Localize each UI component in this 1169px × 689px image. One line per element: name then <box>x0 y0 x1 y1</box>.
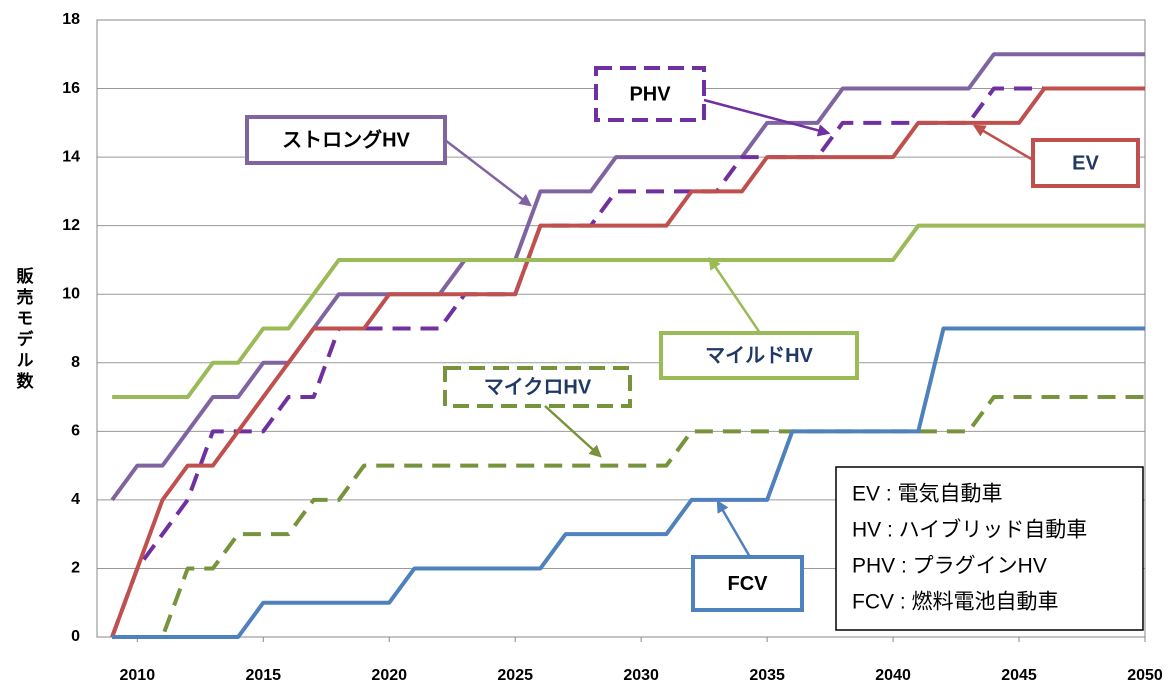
y-tick-label: 0 <box>71 628 80 645</box>
callout-label: FCV <box>728 573 769 595</box>
x-tick-label: 2010 <box>120 667 156 684</box>
series-line <box>112 223 1145 400</box>
y-tick-label: 8 <box>71 354 80 371</box>
note-text: PHV : プラグインHV <box>852 555 1047 578</box>
callout-label: マイクロHV <box>484 375 592 398</box>
note-text: EV : 電気自動車 <box>852 483 1003 506</box>
callout-label: EV <box>1072 152 1099 174</box>
callout-arrow <box>708 256 762 334</box>
callout-arrow <box>544 405 602 458</box>
callout-box <box>691 555 804 612</box>
series-line <box>112 326 1145 639</box>
y-tick-label: 6 <box>71 423 80 440</box>
x-tick-label: 2030 <box>623 667 659 684</box>
x-tick-label: 2015 <box>245 667 281 684</box>
note-text: FCV : 燃料電池自動車 <box>852 591 1059 614</box>
y-tick-label: 4 <box>71 491 80 508</box>
callout-box <box>443 366 632 408</box>
y-tick-label: 2 <box>71 560 80 577</box>
callout-label: マイルドHV <box>705 345 813 367</box>
note-text: HV : ハイブリッド自動車 <box>852 519 1087 542</box>
callout-box <box>245 115 447 165</box>
series-line <box>112 395 1145 639</box>
y-tick-label: 16 <box>62 80 80 97</box>
x-tick-label: 2025 <box>497 667 533 684</box>
callout-arrow <box>716 499 752 558</box>
callout-box <box>594 66 706 122</box>
callout-arrow <box>972 124 1034 162</box>
x-tick-label: 2050 <box>1127 667 1163 684</box>
y-tick-label: 12 <box>62 217 80 234</box>
y-tick-label: 14 <box>62 148 80 165</box>
x-tick-label: 2040 <box>875 667 911 684</box>
x-tick-label: 2035 <box>749 667 785 684</box>
callout-label: PHV <box>629 83 671 105</box>
callout-arrow <box>703 98 831 137</box>
callout-arrow <box>444 139 532 207</box>
callout-label: ストロングHV <box>282 127 410 151</box>
series-line <box>110 86 1145 638</box>
callout-box <box>659 331 859 380</box>
series-line <box>110 86 1145 638</box>
notes-box <box>835 466 1144 631</box>
series-line <box>110 52 1145 502</box>
x-tick-label: 2045 <box>1001 667 1037 684</box>
y-tick-label: 10 <box>62 285 80 302</box>
y-axis-label: 販売モデル数 <box>14 266 34 393</box>
x-tick-label: 2020 <box>371 667 407 684</box>
y-tick-label: 18 <box>62 11 80 28</box>
callout-box <box>1031 138 1140 188</box>
